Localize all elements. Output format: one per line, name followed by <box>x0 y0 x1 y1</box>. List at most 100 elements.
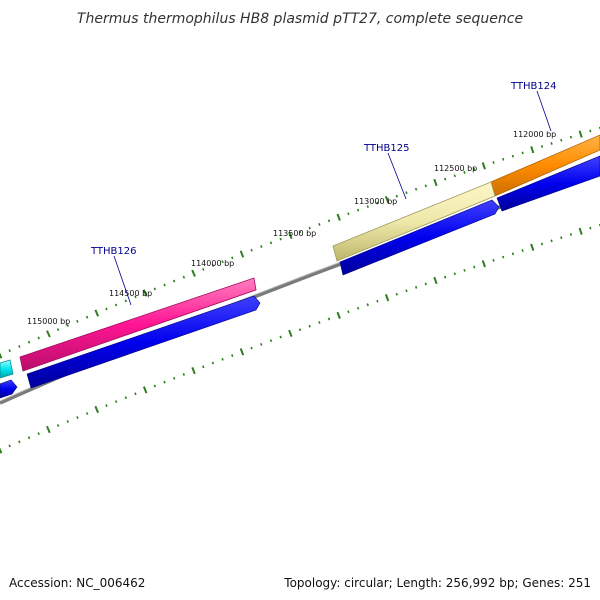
outer-ring-minor-tick <box>202 267 205 271</box>
outer-ring-minor-tick <box>366 205 369 209</box>
inner-ring-minor-tick <box>540 242 544 246</box>
inner-ring-minor-tick <box>395 292 398 296</box>
inner-ring-minor-tick <box>298 328 302 332</box>
outer-ring-minor-tick <box>163 283 166 287</box>
outer-ring-major-tick <box>288 231 293 240</box>
inner-ring-major-tick <box>336 311 341 319</box>
outer-ring-minor-tick <box>540 145 544 148</box>
outer-ring-minor-tick <box>453 174 456 178</box>
tick-label-112500: 112500 bp <box>434 164 477 173</box>
outer-ring-major-tick <box>191 269 196 277</box>
inner-ring-major-tick <box>46 425 51 434</box>
gene-label-tthb126[interactable]: TTHB126 <box>90 246 137 257</box>
inner-ring-major-tick <box>481 260 486 268</box>
gene-label-tthb124[interactable]: TTHB124 <box>510 81 557 92</box>
outer-ring-minor-tick <box>269 241 273 245</box>
outer-ring-minor-tick <box>444 177 447 181</box>
cds-arrow-orange-gene[interactable] <box>496 155 600 212</box>
gene-feature-cyan[interactable] <box>0 359 14 379</box>
tick-label-115000: 115000 bp <box>27 317 70 326</box>
inner-ring-minor-tick <box>366 303 369 307</box>
outer-ring-major-tick <box>433 178 438 187</box>
outer-ring-major-tick <box>239 250 245 258</box>
outer-ring-minor-tick <box>424 184 427 188</box>
topology-summary-text: Topology: circular; Length: 256,992 bp; … <box>284 576 591 590</box>
outer-ring-minor-tick <box>134 295 137 299</box>
outer-ring-major-tick <box>384 195 390 204</box>
inner-ring-minor-tick <box>85 412 89 415</box>
outer-ring-minor-tick <box>376 201 379 205</box>
gene-label-leader-tthb124 <box>536 90 552 132</box>
inner-ring-minor-tick <box>8 444 11 448</box>
inner-ring-major-tick <box>0 447 3 454</box>
inner-ring-minor-tick <box>279 335 282 339</box>
outer-ring-minor-tick <box>105 307 108 311</box>
outer-ring-minor-tick <box>473 167 476 171</box>
tick-label-113500: 113500 bp <box>273 229 316 238</box>
cds-arrow-khaki-gene[interactable] <box>339 199 500 276</box>
outer-ring-minor-tick <box>76 319 79 323</box>
outer-tick-marks <box>0 126 600 359</box>
inner-ring-major-tick <box>288 329 293 338</box>
inner-ring-major-tick <box>239 348 245 356</box>
outer-ring-minor-tick <box>521 151 524 155</box>
inner-ring-minor-tick <box>569 233 573 236</box>
inner-tick-marks <box>0 223 600 454</box>
outer-ring-minor-tick <box>221 260 224 264</box>
inner-ring-major-tick <box>384 294 390 302</box>
inner-ring-minor-tick <box>405 289 408 293</box>
inner-ring-minor-tick <box>134 392 137 396</box>
gene-label-tthb125[interactable]: TTHB125 <box>363 143 410 154</box>
outer-ring-minor-tick <box>395 194 398 198</box>
tick-label-114500: 114500 bp <box>109 289 152 298</box>
inner-ring-minor-tick <box>18 440 21 444</box>
outer-ring-minor-tick <box>569 135 573 139</box>
inner-ring-minor-tick <box>221 357 224 361</box>
outer-ring-major-tick <box>46 330 51 338</box>
outer-ring-minor-tick <box>114 303 118 307</box>
outer-ring-major-tick <box>0 352 3 359</box>
inner-ring-major-tick <box>94 405 100 414</box>
outer-ring-minor-tick <box>492 161 495 164</box>
outer-ring-minor-tick <box>172 279 176 283</box>
map-title: Thermus thermophilus HB8 plasmid pTT27, … <box>77 11 523 27</box>
inner-ring-minor-tick <box>114 400 118 404</box>
inner-ring-minor-tick <box>105 404 108 407</box>
inner-ring-minor-tick <box>76 416 79 419</box>
outer-ring-major-tick <box>530 146 535 154</box>
gene-feature-pink[interactable] <box>19 277 257 372</box>
outer-ring-minor-tick <box>589 129 592 133</box>
gene-feature-khaki[interactable] <box>332 181 496 262</box>
inner-ring-minor-tick <box>231 354 234 357</box>
outer-ring-major-tick <box>94 309 100 317</box>
outer-ring-minor-tick <box>502 157 505 161</box>
inner-ring-minor-tick <box>473 265 476 269</box>
outer-ring-minor-tick <box>56 328 60 332</box>
cds-arrow-pink-gene[interactable] <box>26 295 261 389</box>
inner-ring-minor-tick <box>327 317 331 321</box>
gene-label-leader-tthb125 <box>387 152 407 200</box>
tick-label-114000: 114000 bp <box>191 259 234 268</box>
inner-ring-minor-tick <box>66 420 69 423</box>
outer-ring-major-tick <box>336 213 341 221</box>
outer-ring-minor-tick <box>211 264 215 267</box>
outer-ring-minor-tick <box>511 154 515 158</box>
outer-ring-minor-tick <box>8 349 11 353</box>
inner-ring-minor-tick <box>424 282 427 286</box>
outer-ring-major-tick <box>481 162 486 170</box>
inner-ring-minor-tick <box>356 306 360 310</box>
inner-ring-minor-tick <box>163 380 166 384</box>
cds-arrow-cyan-gene[interactable] <box>0 379 18 399</box>
inner-ring-minor-tick <box>463 269 466 272</box>
outer-ring-minor-tick <box>231 256 234 260</box>
tick-label-112000: 112000 bp <box>513 130 556 139</box>
outer-ring-minor-tick <box>405 191 408 195</box>
inner-ring-minor-tick <box>318 321 321 324</box>
outer-ring-minor-tick <box>298 230 302 234</box>
inner-ring-minor-tick <box>250 346 253 350</box>
outer-ring-minor-tick <box>414 187 418 191</box>
inner-ring-minor-tick <box>27 436 31 440</box>
outer-ring-minor-tick <box>550 142 553 145</box>
outer-ring-minor-tick <box>279 237 282 241</box>
inner-ring-major-tick <box>191 367 196 375</box>
